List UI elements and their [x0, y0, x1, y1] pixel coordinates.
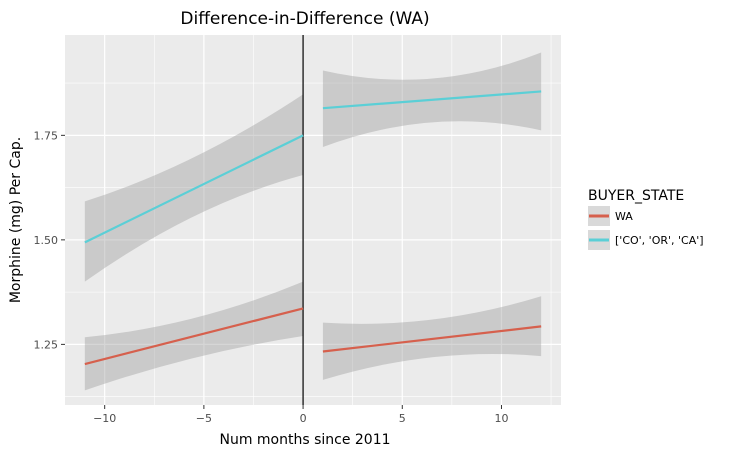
y-tick-label: 1.25: [34, 338, 59, 351]
x-axis-label: Num months since 2011: [219, 432, 390, 448]
x-tick-label: 5: [399, 412, 406, 425]
x-axis-ticks: −10 −5 0 5 10: [93, 405, 508, 425]
series-line-1-segment-1: [322, 90, 542, 110]
legend-label: ['CO', 'OR', 'CA']: [615, 234, 704, 247]
chart-title: Difference-in-Difference (WA): [180, 9, 429, 29]
x-tick-label: 10: [494, 412, 508, 425]
series-line-1-segment-0: [84, 134, 304, 244]
series-lines: [84, 90, 542, 366]
x-tick-label: 0: [300, 412, 307, 425]
gridlines: [54, 35, 561, 405]
x-tick-label: −5: [196, 412, 212, 425]
legend: BUYER_STATE WA ['CO', 'OR', 'CA']: [588, 188, 704, 250]
y-tick-label: 1.75: [34, 129, 59, 142]
series-line-0-segment-1: [322, 325, 542, 353]
y-axis-label: Morphine (mg) Per Cap.: [8, 137, 24, 303]
legend-label: WA: [615, 210, 633, 223]
series-line-0-segment-0: [84, 307, 304, 366]
y-axis-ticks: 1.25 1.50 1.75: [34, 129, 65, 351]
legend-title: BUYER_STATE: [588, 188, 684, 204]
x-tick-label: −10: [93, 412, 116, 425]
y-tick-label: 1.50: [34, 234, 59, 247]
